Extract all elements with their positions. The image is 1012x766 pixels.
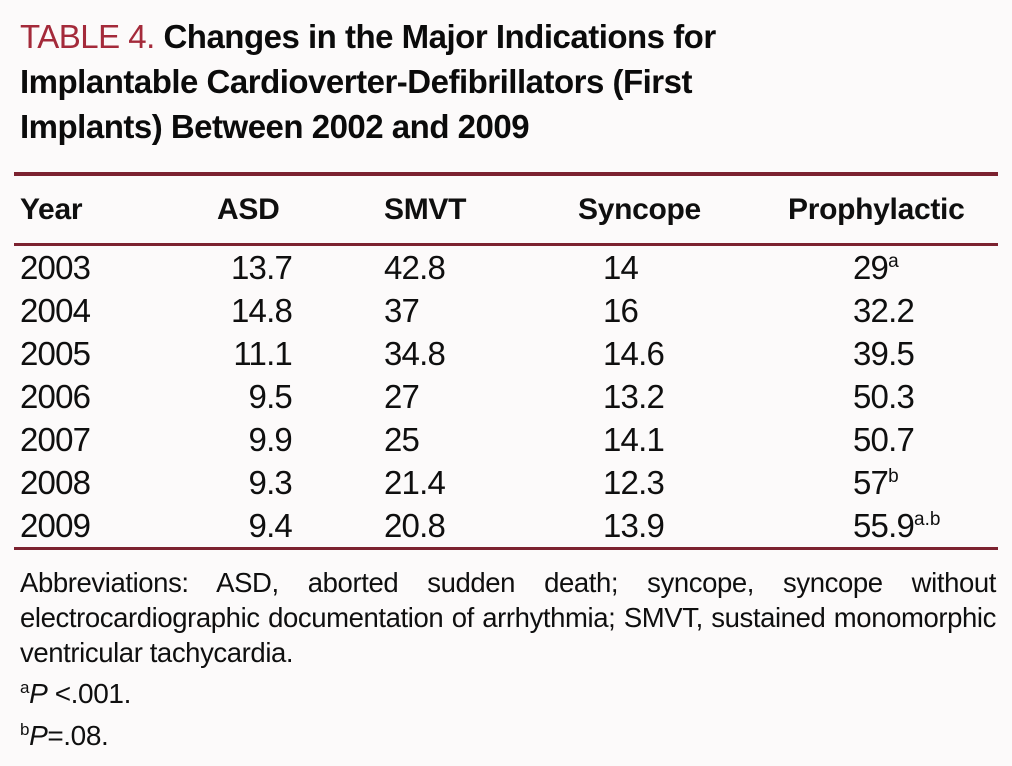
cell-year: 2007 <box>20 420 91 458</box>
footnote-b-marker: b <box>20 720 30 739</box>
table-header-row: Year ASD SMVT Syncope Prophylactic <box>14 176 998 243</box>
footnote-marker: a <box>888 250 899 272</box>
cell-year: 2003 <box>20 248 91 286</box>
table-row: 2004 14.8 37 16 32.2 <box>14 289 998 332</box>
caption-line-3: Implants) Between 2002 and 2009 <box>20 108 530 145</box>
cell-value: 50.3 <box>853 377 915 415</box>
cell-year: 2008 <box>20 463 91 501</box>
cell-smvt: 42.8 <box>384 248 446 286</box>
table-row: 2003 13.7 42.8 14 29a <box>14 246 998 289</box>
cell-syncope: 13.2 <box>603 377 665 415</box>
cell-value: 57 <box>853 463 889 501</box>
cell-syncope: 12.3 <box>603 463 665 501</box>
footnote-a: aP <.001. <box>20 670 998 712</box>
cell-value: 50.7 <box>853 420 915 458</box>
caption-line-1: TABLE 4. Changes in the Major Indication… <box>20 14 998 59</box>
cell-asd: 9.3 <box>248 463 293 501</box>
top-rule <box>14 172 998 176</box>
table-row: 2009 9.4 20.8 13.9 55.9a.b <box>14 504 998 547</box>
cell-asd: 9.4 <box>248 506 293 544</box>
footnote-b: bP=.08. <box>20 712 998 754</box>
col-header-year: Year <box>20 192 83 226</box>
table-row: 2006 9.5 27 13.2 50.3 <box>14 375 998 418</box>
cell-asd: 14.8 <box>230 291 293 329</box>
col-header-prophylactic: Prophylactic <box>788 192 965 226</box>
cell-value: 55.9 <box>853 506 915 544</box>
col-header-smvt: SMVT <box>384 192 467 226</box>
col-header-syncope: Syncope <box>578 192 701 226</box>
cell-year: 2004 <box>20 291 91 329</box>
cell-syncope: 14.6 <box>603 334 665 372</box>
table-number-label: TABLE 4. <box>20 18 155 55</box>
footnote-a-marker: a <box>20 678 30 697</box>
footnote-marker: a.b <box>914 508 941 530</box>
abbreviations-note: Abbreviations: ASD, aborted sudden death… <box>20 567 996 668</box>
col-header-asd: ASD <box>217 192 280 226</box>
cell-smvt: 20.8 <box>384 506 446 544</box>
cell-smvt: 27 <box>384 377 420 415</box>
cell-year: 2009 <box>20 506 91 544</box>
table-caption: TABLE 4. Changes in the Major Indication… <box>20 14 998 149</box>
cell-value: 39.5 <box>853 334 915 372</box>
cell-prophylactic: 32.2 <box>782 292 998 330</box>
cell-smvt: 34.8 <box>384 334 446 372</box>
p-value-symbol: P <box>29 678 48 709</box>
cell-syncope: 13.9 <box>603 506 665 544</box>
caption-text-1: Changes in the Major Indications for <box>163 18 716 55</box>
cell-value: 29 <box>853 248 889 286</box>
cell-value: 32.2 <box>853 291 915 329</box>
table-row: 2008 9.3 21.4 12.3 57b <box>14 461 998 504</box>
cell-prophylactic: 50.7 <box>782 421 998 459</box>
footnote-b-text: =.08. <box>47 720 109 751</box>
caption-line-2: Implantable Cardioverter-Defibrillators … <box>20 63 692 100</box>
cell-smvt: 37 <box>384 291 420 329</box>
cell-prophylactic: 50.3 <box>782 378 998 416</box>
footnote-marker: b <box>888 465 899 487</box>
table-row: 2005 11.1 34.8 14.6 39.5 <box>14 332 998 375</box>
p-value-symbol: P <box>29 720 48 751</box>
cell-syncope: 14.1 <box>603 420 665 458</box>
cell-year: 2005 <box>20 334 91 372</box>
cell-smvt: 25 <box>384 420 420 458</box>
cell-asd: 11.1 <box>233 334 292 372</box>
cell-prophylactic: 39.5 <box>782 335 998 373</box>
cell-syncope: 16 <box>603 291 639 329</box>
table-row: 2007 9.9 25 14.1 50.7 <box>14 418 998 461</box>
cell-year: 2006 <box>20 377 91 415</box>
cell-asd: 13.7 <box>230 248 293 286</box>
cell-prophylactic: 29a <box>782 249 998 287</box>
bottom-rule <box>14 547 998 550</box>
cell-prophylactic: 55.9a.b <box>782 507 998 545</box>
cell-prophylactic: 57b <box>782 464 998 502</box>
footnote-a-text: <.001. <box>47 678 132 709</box>
header-rule <box>14 243 998 246</box>
cell-syncope: 14 <box>603 248 639 286</box>
cell-asd: 9.9 <box>248 420 293 458</box>
cell-smvt: 21.4 <box>384 463 446 501</box>
cell-asd: 9.5 <box>248 377 293 415</box>
